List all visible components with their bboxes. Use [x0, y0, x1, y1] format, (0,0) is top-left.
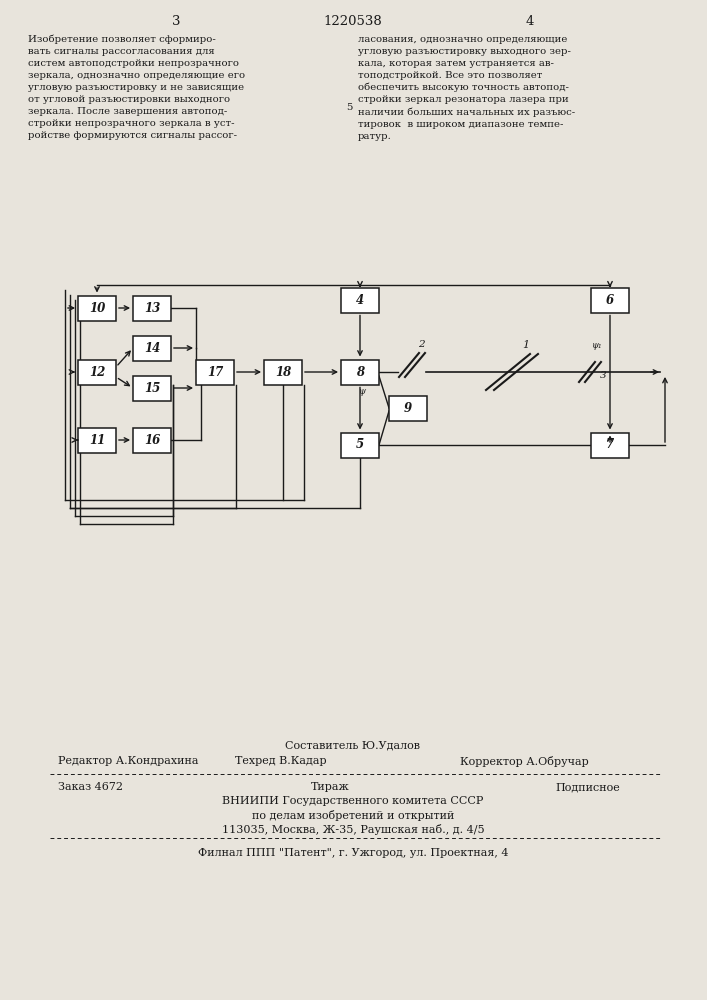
Bar [341, 288, 379, 312]
Text: 8: 8 [356, 365, 364, 378]
Bar [196, 360, 234, 384]
Text: 12: 12 [89, 365, 105, 378]
Bar [591, 288, 629, 312]
Text: Подписное: Подписное [555, 782, 620, 792]
Text: 2: 2 [418, 340, 425, 349]
Text: по делам изобретений и открытий: по делам изобретений и открытий [252, 810, 454, 821]
Text: 1220538: 1220538 [324, 15, 382, 28]
Bar [78, 296, 116, 320]
Text: ψ: ψ [358, 387, 366, 396]
Text: 13: 13 [144, 302, 160, 314]
Text: 17: 17 [207, 365, 223, 378]
Text: ласования, однозначно определяющие
угловую разъюстировку выходного зер-
кала, ко: ласования, однозначно определяющие углов… [358, 35, 575, 141]
Bar [133, 336, 171, 360]
Text: 3: 3 [172, 15, 180, 28]
Bar [341, 432, 379, 458]
Text: ψ₁: ψ₁ [592, 341, 602, 350]
Text: Филнал ППП "Патент", г. Ужгород, ул. Проектная, 4: Филнал ППП "Патент", г. Ужгород, ул. Про… [198, 848, 508, 858]
Text: 3: 3 [600, 370, 607, 379]
Text: 113035, Москва, Ж-35, Раушская наб., д. 4/5: 113035, Москва, Ж-35, Раушская наб., д. … [222, 824, 484, 835]
Text: 18: 18 [275, 365, 291, 378]
Text: 5: 5 [346, 103, 352, 112]
Bar [389, 395, 427, 420]
Text: 15: 15 [144, 381, 160, 394]
Text: 16: 16 [144, 434, 160, 446]
Bar [264, 360, 302, 384]
Text: Редактор А.Кондрахина: Редактор А.Кондрахина [58, 756, 199, 766]
Bar [78, 428, 116, 452]
Text: Заказ 4672: Заказ 4672 [58, 782, 123, 792]
Text: 14: 14 [144, 342, 160, 355]
Text: 4: 4 [526, 15, 534, 28]
Text: Техред В.Кадар: Техред В.Кадар [235, 756, 327, 766]
Text: 4: 4 [356, 294, 364, 306]
Bar [133, 296, 171, 320]
Bar [591, 432, 629, 458]
Text: Тираж: Тираж [310, 782, 349, 792]
Text: Составитель Ю.Удалов: Составитель Ю.Удалов [286, 740, 421, 750]
Text: 5: 5 [356, 438, 364, 452]
Text: Корректор А.Обручар: Корректор А.Обручар [460, 756, 589, 767]
Bar [133, 428, 171, 452]
Text: 11: 11 [89, 434, 105, 446]
Bar [78, 360, 116, 384]
Text: Изобретение позволяет сформиро-
вать сигналы рассогласования для
систем автоподс: Изобретение позволяет сформиро- вать сиг… [28, 35, 245, 140]
Bar [341, 360, 379, 384]
Text: ВНИИПИ Государственного комитета СССР: ВНИИПИ Государственного комитета СССР [222, 796, 484, 806]
Text: 1: 1 [522, 340, 529, 350]
Text: 10: 10 [89, 302, 105, 314]
Bar [133, 375, 171, 400]
Text: 7: 7 [606, 438, 614, 452]
Text: 6: 6 [606, 294, 614, 306]
Text: 9: 9 [404, 401, 412, 414]
